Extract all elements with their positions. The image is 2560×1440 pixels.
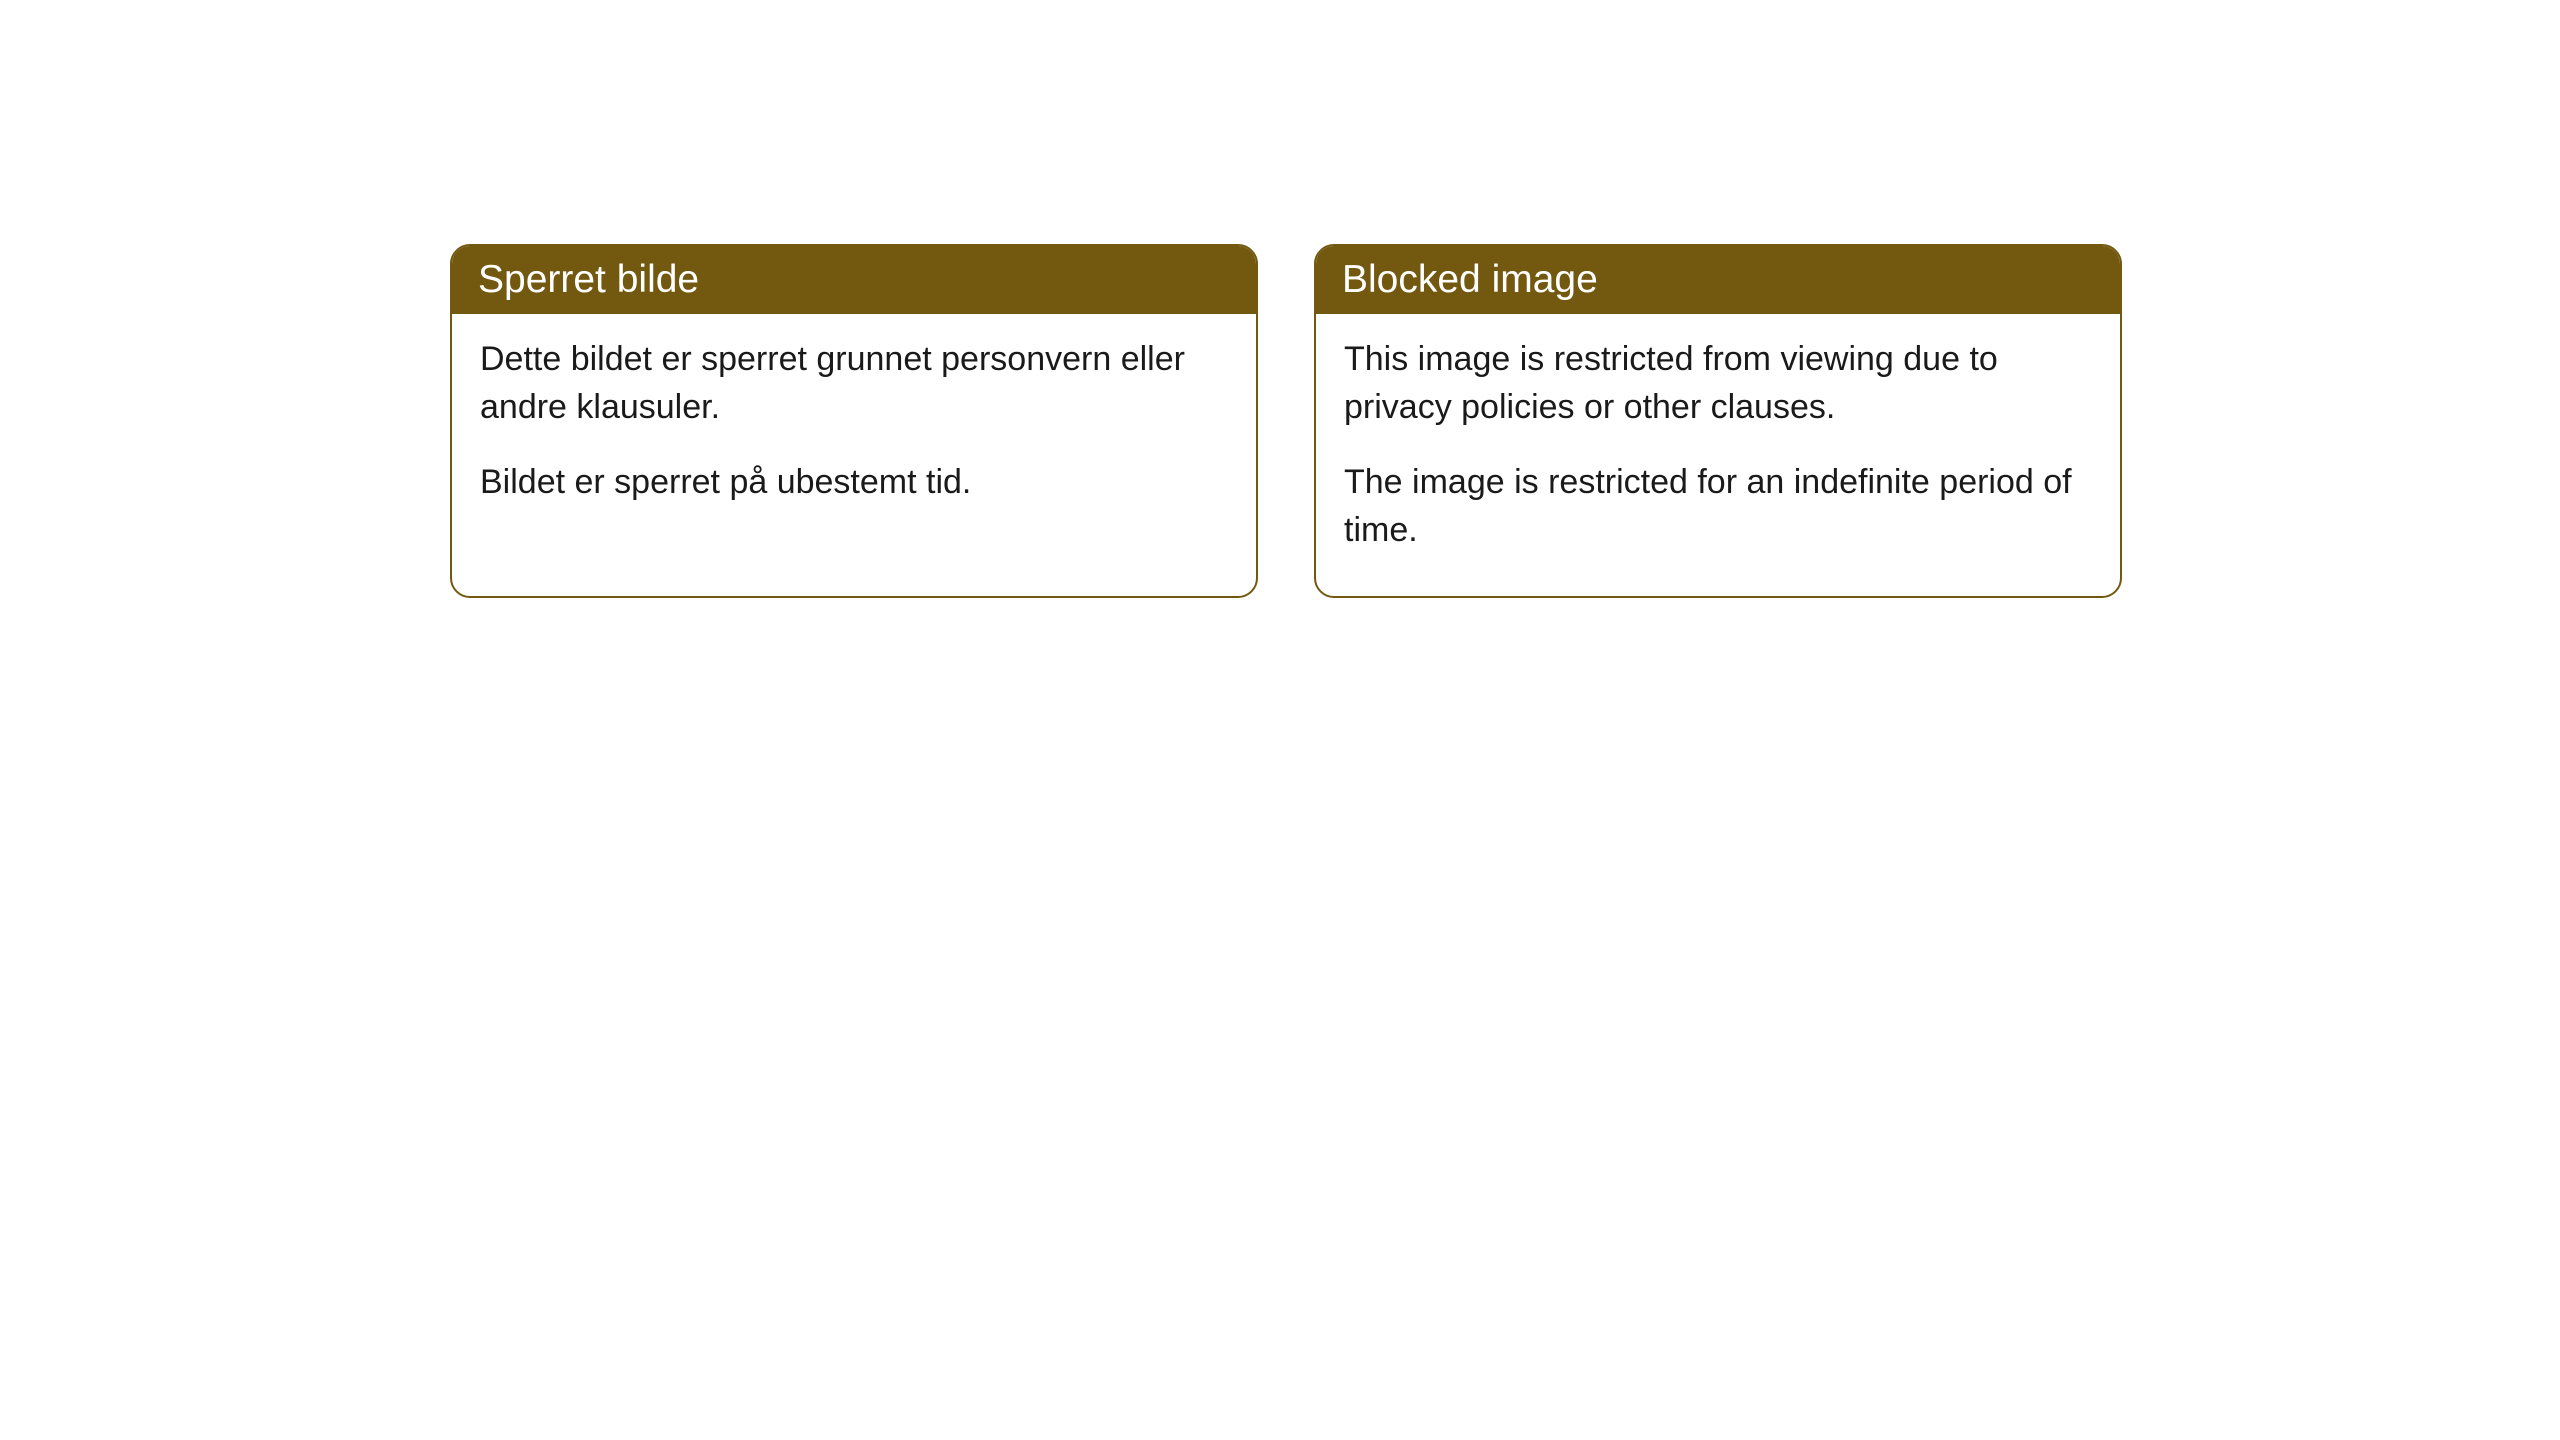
card-title-no: Sperret bilde [478,258,699,301]
blocked-image-card-no: Sperret bilde Dette bildet er sperret gr… [450,244,1258,598]
card-text-en-1: This image is restricted from viewing du… [1344,336,2092,431]
card-header-en: Blocked image [1316,246,2120,314]
card-text-no-1: Dette bildet er sperret grunnet personve… [480,336,1228,431]
card-body-en: This image is restricted from viewing du… [1316,314,2120,596]
blocked-image-card-en: Blocked image This image is restricted f… [1314,244,2122,598]
card-text-en-2: The image is restricted for an indefinit… [1344,459,2092,554]
notice-container: Sperret bilde Dette bildet er sperret gr… [0,0,2560,598]
card-header-no: Sperret bilde [452,246,1256,314]
card-text-no-2: Bildet er sperret på ubestemt tid. [480,459,1228,507]
card-title-en: Blocked image [1342,258,1598,301]
card-body-no: Dette bildet er sperret grunnet personve… [452,314,1256,549]
